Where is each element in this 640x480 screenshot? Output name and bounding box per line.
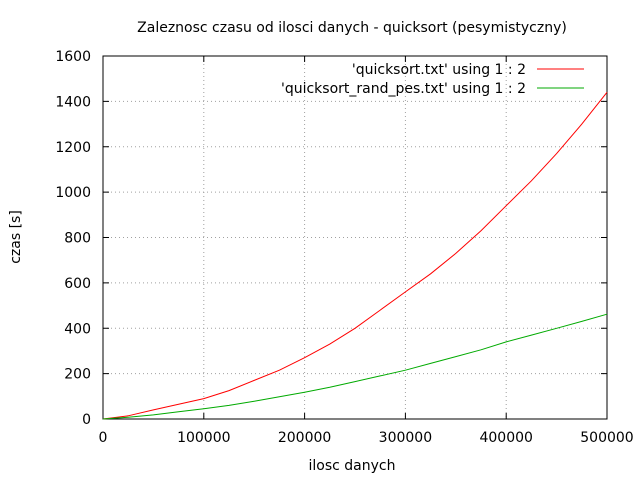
y-tick-label: 0 bbox=[82, 412, 91, 428]
legend: 'quicksort.txt' using 1 : 2 'quicksort_ra… bbox=[281, 62, 584, 97]
axis-ticks: 0 100000 200000 300000 400000 500000 0 200 400 60… bbox=[55, 49, 633, 446]
y-tick-label: 600 bbox=[64, 276, 91, 292]
x-tick-label: 100000 bbox=[177, 430, 230, 446]
legend-label-1: 'quicksort.txt' using 1 : 2 bbox=[352, 62, 526, 78]
y-tick-label: 200 bbox=[64, 367, 91, 383]
x-tick-label: 300000 bbox=[379, 430, 432, 446]
x-tick-label: 500000 bbox=[580, 430, 633, 446]
x-tick-label: 200000 bbox=[278, 430, 331, 446]
grid bbox=[103, 56, 607, 419]
y-tick-label: 400 bbox=[64, 321, 91, 337]
x-tick-label: 400000 bbox=[479, 430, 532, 446]
y-tick-label: 1600 bbox=[55, 49, 91, 65]
y-axis-label: czas [s] bbox=[8, 210, 24, 264]
x-axis-label: ilosc danych bbox=[309, 458, 396, 474]
y-tick-label: 800 bbox=[64, 231, 91, 247]
x-tick-label: 0 bbox=[99, 430, 108, 446]
series-lines bbox=[102, 91, 608, 420]
y-tick-label: 1200 bbox=[55, 140, 91, 156]
chart-title: Zaleznosc czasu od ilosci danych - quick… bbox=[137, 20, 567, 36]
y-tick-label: 1000 bbox=[55, 185, 91, 201]
legend-label-2: 'quicksort_rand_pes.txt' using 1 : 2 bbox=[281, 81, 526, 97]
series-line-1 bbox=[102, 91, 608, 420]
series-line-2 bbox=[102, 313, 608, 420]
y-tick-label: 1400 bbox=[55, 94, 91, 110]
